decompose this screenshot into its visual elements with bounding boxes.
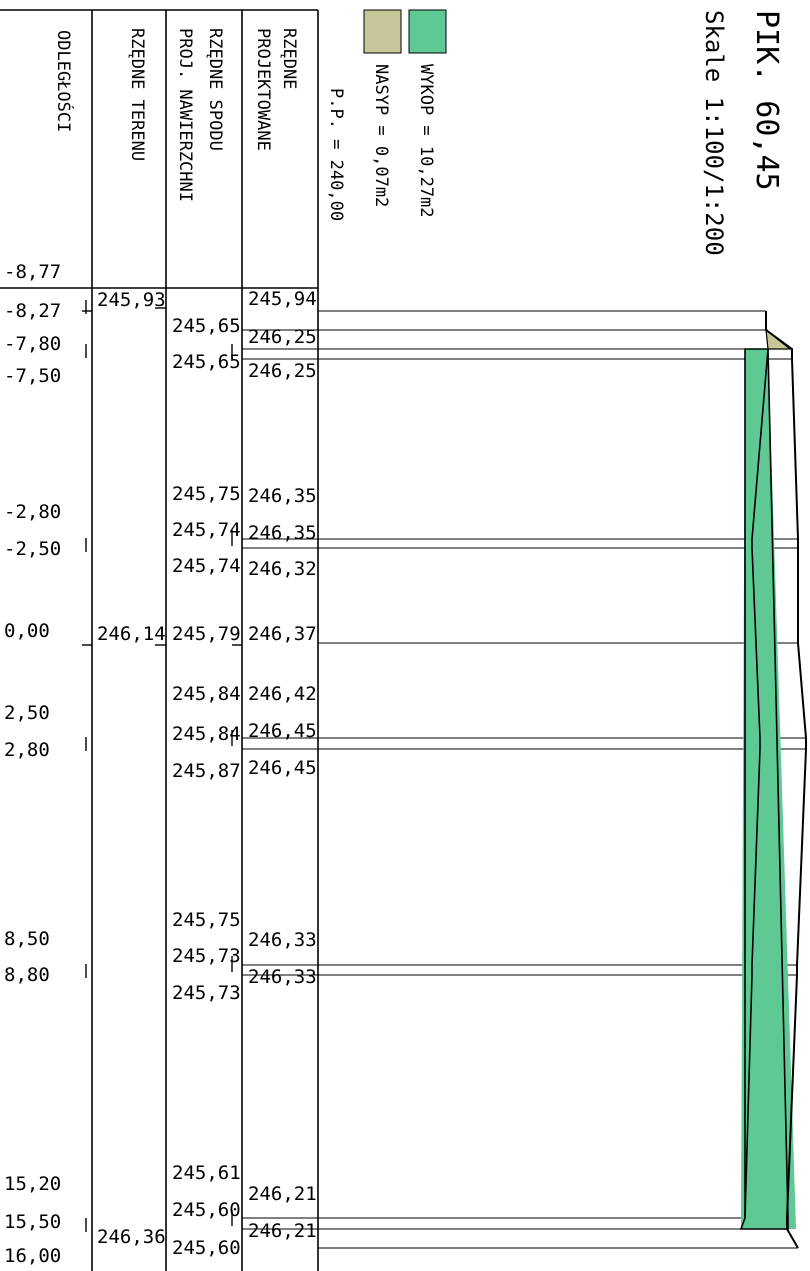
page-title: PIK. 60,45 bbox=[749, 10, 784, 191]
design-value: 246,21 bbox=[248, 1183, 317, 1205]
header-spodu-line2: PROJ. NAWIERZCHNI bbox=[175, 28, 195, 202]
terrain-value: 246,14 bbox=[97, 623, 166, 645]
subgrade-value: 245,74 bbox=[172, 519, 241, 541]
subgrade-column: 245,65 245,65 245,75 245,74 245,74 245,7… bbox=[172, 315, 242, 1259]
road-outline bbox=[765, 311, 807, 1249]
design-value: 246,33 bbox=[248, 929, 317, 951]
design-value: 246,42 bbox=[248, 683, 317, 705]
design-column: 245,94 246,25 246,25 246,35 246,35 246,3… bbox=[248, 288, 317, 1242]
subgrade-value: 245,60 bbox=[172, 1199, 241, 1221]
subgrade-value: 245,65 bbox=[172, 351, 241, 373]
title-block: PIK. 60,45 Skale 1:100/1:200 bbox=[700, 10, 784, 256]
terrain-value: 246,36 bbox=[97, 1226, 166, 1248]
design-value: 246,33 bbox=[248, 966, 317, 988]
distance-value: 16,00 bbox=[4, 1245, 61, 1267]
subgrade-value: 245,84 bbox=[172, 683, 241, 705]
header-spodu-line1: RZĘDNE SPODU bbox=[205, 28, 225, 151]
header-rzedne-terenu: RZĘDNE TERENU bbox=[127, 28, 147, 161]
distance-value: 15,50 bbox=[4, 1211, 61, 1233]
layer-line bbox=[744, 348, 769, 1219]
design-value: 246,45 bbox=[248, 720, 317, 742]
distance-value: -7,50 bbox=[4, 365, 61, 387]
distance-value: 8,80 bbox=[4, 964, 50, 986]
guide-lines bbox=[242, 310, 806, 1249]
design-value: 246,45 bbox=[248, 757, 317, 779]
design-value: 245,94 bbox=[248, 288, 317, 310]
distance-value: 2,50 bbox=[4, 702, 50, 724]
subgrade-value: 245,74 bbox=[172, 555, 241, 577]
legend-wykop: WYKOP = 10,27m2 bbox=[416, 64, 436, 218]
terrain-column: 245,93 246,14 246,36 bbox=[97, 289, 166, 1248]
distance-column: -8,27 -7,80 -7,50 -2,80 -2,50 0,00 2,50 … bbox=[4, 300, 92, 1267]
design-value: 246,25 bbox=[248, 326, 317, 348]
distance-value: 15,20 bbox=[4, 1173, 61, 1195]
legend: WYKOP = 10,27m2 NASYP = 0,07m2 P.P. = 24… bbox=[326, 9, 447, 221]
header-odleglosci: ODLEGŁOŚCI bbox=[53, 30, 75, 132]
distance-value: 0,00 bbox=[4, 620, 50, 642]
terrain-value: 245,93 bbox=[97, 289, 166, 311]
nasyp-swatch bbox=[363, 9, 402, 54]
table-grid bbox=[0, 9, 319, 1271]
scale-label: Skale 1:100/1:200 bbox=[700, 10, 728, 256]
subgrade-value: 245,75 bbox=[172, 909, 241, 931]
cross-section bbox=[739, 311, 807, 1249]
subgrade-value: 245,65 bbox=[172, 315, 241, 337]
subgrade-value: 245,60 bbox=[172, 1237, 241, 1259]
subgrade-value: 245,61 bbox=[172, 1162, 241, 1184]
design-value: 246,35 bbox=[248, 522, 317, 544]
distance-value: -2,80 bbox=[4, 501, 61, 523]
design-value: 246,35 bbox=[248, 485, 317, 507]
design-value: 246,32 bbox=[248, 558, 317, 580]
header-proj-line2: PROJEKTOWANE bbox=[253, 28, 273, 151]
subgrade-value: 245,84 bbox=[172, 723, 241, 745]
header-proj-line1: RZĘDNE bbox=[279, 28, 299, 89]
design-value: 246,25 bbox=[248, 360, 317, 382]
distance-value: -8,27 bbox=[4, 300, 61, 322]
column-headers: ODLEGŁOŚCI RZĘDNE TERENU RZĘDNE SPODU PR… bbox=[4, 28, 299, 283]
distance-value: -7,80 bbox=[4, 333, 61, 355]
distance-value: 2,80 bbox=[4, 739, 50, 761]
design-value: 246,37 bbox=[248, 623, 317, 645]
distance-value: -2,50 bbox=[4, 538, 61, 560]
distance-value: 8,50 bbox=[4, 928, 50, 950]
header-offset: -8,77 bbox=[4, 261, 61, 283]
subgrade-value: 245,75 bbox=[172, 483, 241, 505]
legend-nasyp: NASYP = 0,07m2 bbox=[371, 64, 391, 207]
subgrade-value: 245,73 bbox=[172, 945, 241, 967]
subgrade-value: 245,87 bbox=[172, 760, 241, 782]
subgrade-value: 245,73 bbox=[172, 982, 241, 1004]
wykop-swatch bbox=[408, 9, 447, 54]
design-value: 246,21 bbox=[248, 1220, 317, 1242]
legend-pp: P.P. = 240,00 bbox=[326, 88, 346, 221]
subgrade-value: 245,79 bbox=[172, 623, 241, 645]
